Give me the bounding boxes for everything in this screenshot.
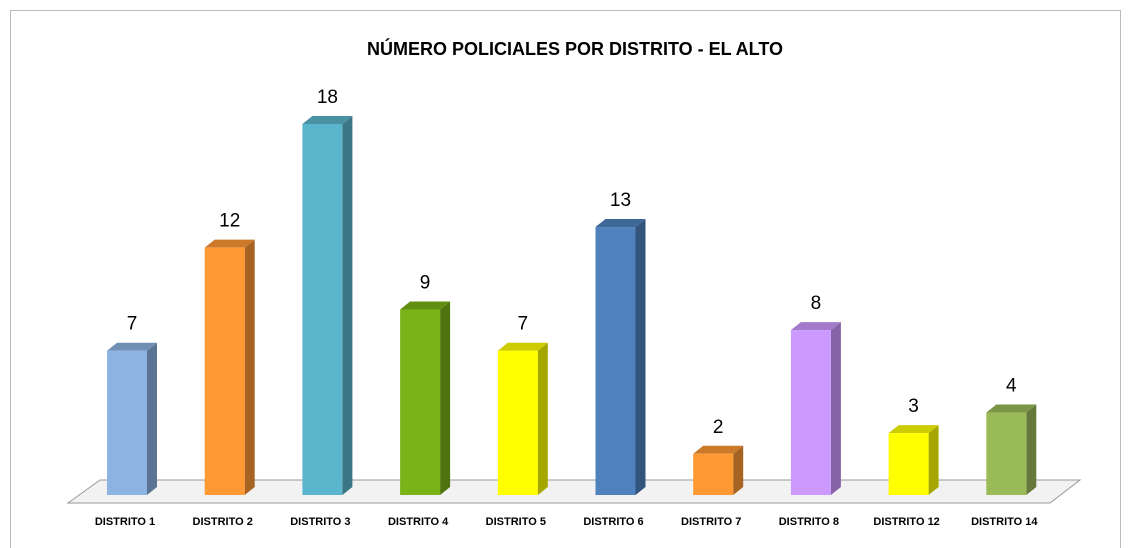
value-label: 4	[1006, 376, 1017, 397]
x-tick-label: DISTRITO 3	[290, 516, 350, 528]
bar-side	[147, 342, 157, 495]
bar-side	[733, 445, 744, 495]
bar-top	[790, 322, 841, 331]
bar-top	[497, 342, 548, 351]
value-label: 13	[610, 190, 631, 211]
bar-top	[400, 301, 451, 310]
bar	[693, 453, 734, 495]
bar-top	[302, 116, 353, 124]
x-tick-label: DISTRITO 14	[971, 516, 1038, 528]
value-label: 18	[317, 87, 338, 108]
x-tick-label: DISTRITO 1	[95, 516, 155, 528]
value-label: 9	[420, 273, 431, 294]
bar-top	[595, 219, 646, 228]
chart-border	[10, 10, 1121, 548]
bar-side	[928, 425, 939, 495]
bar	[986, 412, 1027, 495]
bar-top	[986, 404, 1037, 413]
x-tick-label: DISTRITO 2	[193, 516, 253, 528]
x-tick-label: DISTRITO 7	[681, 516, 741, 528]
bar-side	[537, 342, 548, 495]
bar-top	[204, 239, 255, 248]
bar-side	[244, 239, 255, 495]
bar	[107, 350, 147, 495]
bar-side	[830, 322, 841, 495]
bar-top	[693, 445, 744, 454]
value-label: 12	[219, 211, 240, 232]
bar-side	[440, 301, 451, 495]
x-tick-label: DISTRITO 8	[779, 516, 839, 528]
bar-top	[888, 425, 939, 434]
bar	[888, 433, 929, 495]
value-label: 7	[127, 314, 138, 335]
bar	[497, 350, 538, 495]
bar	[302, 124, 343, 495]
chart-title: NÚMERO POLICIALES POR DISTRITO - EL ALTO	[367, 38, 783, 59]
value-label: 3	[908, 396, 919, 417]
bar	[204, 247, 245, 495]
bar	[790, 330, 831, 495]
bar-side	[635, 219, 646, 496]
x-tick-label: DISTRITO 5	[486, 516, 546, 528]
x-tick-label: DISTRITO 4	[388, 516, 449, 528]
x-tick-label: DISTRITO 12	[873, 516, 939, 528]
value-label: 7	[518, 314, 529, 335]
bar	[595, 227, 636, 496]
value-label: 8	[811, 293, 822, 314]
bar	[400, 309, 441, 495]
bar-top	[107, 342, 157, 351]
x-tick-label: DISTRITO 6	[583, 516, 643, 528]
value-label: 2	[713, 417, 724, 438]
bar-side	[1026, 404, 1037, 495]
bar-side	[342, 116, 353, 495]
